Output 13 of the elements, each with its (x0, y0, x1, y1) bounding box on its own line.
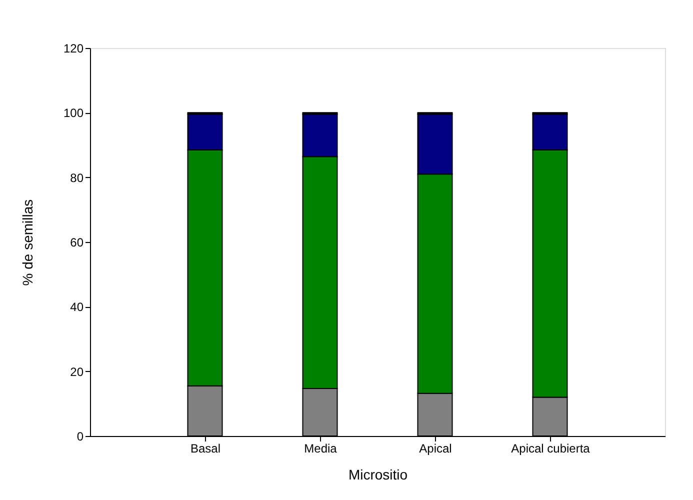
y-tick-label: 40 (70, 300, 84, 314)
y-axis-title: % de semillas (19, 199, 36, 286)
x-tick-label: Basal (190, 442, 221, 456)
y-tick-label: 80 (70, 170, 84, 185)
x-tick-label: Apical cubierta (511, 442, 590, 456)
x-tick-label: Apical (419, 442, 452, 456)
y-tick-label: 100 (63, 106, 84, 120)
y-tick-label: 0 (76, 430, 84, 444)
y-tick-label: 20 (70, 364, 84, 379)
y-tick-label: 120 (63, 42, 84, 56)
x-tick-label: Media (304, 442, 338, 456)
y-tick-label: 60 (70, 236, 84, 250)
x-axis-title: Micrositio (348, 466, 408, 482)
